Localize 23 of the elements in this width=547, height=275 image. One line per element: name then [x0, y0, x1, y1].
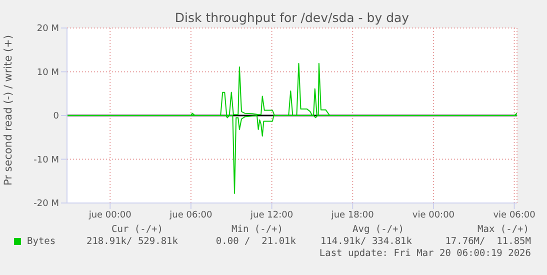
y-tick-label: 0 [53, 112, 60, 122]
y-tick-label: 10 M [36, 68, 59, 78]
x-tick-label: vie 00:00 [412, 210, 455, 220]
y-axis-title: Pr second read (-) / write (+) [2, 35, 15, 186]
text: Min (-/+) [232, 224, 283, 235]
x-tick-label: jue 18:00 [330, 210, 374, 220]
x-tick-label: jue 00:00 [88, 210, 132, 220]
x-tick-label: jue 06:00 [168, 210, 212, 220]
y-tick-label: -10 M [34, 155, 59, 166]
chart-title: Disk throughput for /dev/sda - by day [174, 10, 410, 25]
y-tick-label: -20 M [34, 199, 59, 210]
text: Cur (-/+) [112, 224, 163, 235]
legend-label: Bytes [27, 236, 56, 247]
x-tick-label: vie 06:00 [493, 210, 536, 220]
text: Max (-/+) [478, 224, 529, 235]
text: Avg (-/+) [352, 224, 404, 235]
x-tick-label: jue 12:00 [250, 210, 294, 220]
text: 0.00 / 21.01k [216, 236, 296, 247]
text: 218.91k/ 529.81k [86, 236, 178, 247]
text: Last update: Fri Mar 20 06:00:19 2026 [319, 248, 531, 259]
y-tick-label: 20 M [36, 24, 59, 34]
text: 114.91k/ 334.81k [320, 236, 412, 247]
text: 17.76M/ 11.85M [445, 236, 531, 247]
